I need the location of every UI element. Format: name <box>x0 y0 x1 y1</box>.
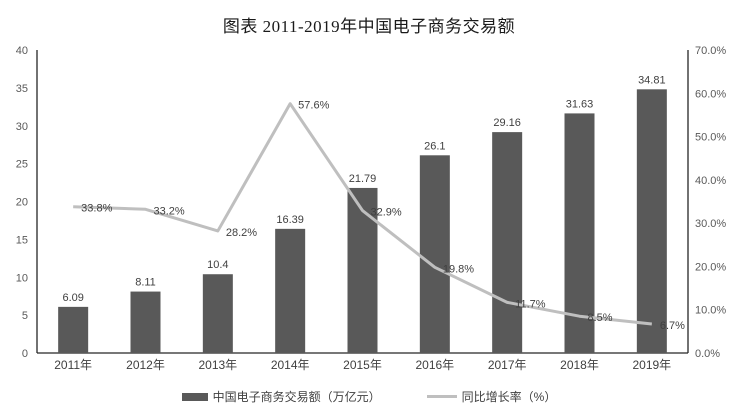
x-axis-label: 2015年 <box>343 358 382 372</box>
bar-2012年 <box>130 291 161 353</box>
bar-value-label: 6.09 <box>62 292 83 304</box>
x-axis-label: 2017年 <box>488 358 527 372</box>
bar-2014年 <box>275 228 306 353</box>
growth-rate-label: 33.8% <box>81 203 112 215</box>
bar-value-label: 34.81 <box>638 74 666 86</box>
bar-2011年 <box>58 306 89 353</box>
bar-value-label: 10.4 <box>207 259 228 271</box>
left-axis-tick: 20 <box>16 197 28 209</box>
x-axis-label: 2012年 <box>126 358 165 372</box>
bar-value-label: 8.11 <box>135 277 156 289</box>
right-axis-tick: 40.0% <box>695 175 726 187</box>
growth-rate-label: 11.7% <box>515 298 546 310</box>
bar-2015年 <box>347 187 378 353</box>
right-axis-tick: 10.0% <box>695 305 726 317</box>
left-axis-tick: 15 <box>16 234 28 246</box>
bar-series-label: 中国电子商务交易额（万亿元） <box>212 390 381 404</box>
growth-rate-label: 57.6% <box>298 100 329 112</box>
bar-value-label: 31.63 <box>566 98 594 110</box>
right-axis-tick: 20.0% <box>695 261 726 273</box>
legend-item-bar: 中国电子商务交易额（万亿元） <box>181 388 381 405</box>
x-axis-label: 2011年 <box>54 358 92 372</box>
chart-title: 图表 2011-2019年中国电子商务交易额 <box>222 17 516 36</box>
growth-rate-label: 6.7% <box>660 320 685 332</box>
right-axis-tick: 60.0% <box>695 88 726 100</box>
x-axis-label: 2018年 <box>560 358 599 372</box>
growth-rate-label: 33.2% <box>154 205 185 217</box>
x-axis-label: 2014年 <box>271 358 310 372</box>
x-axis-label: 2013年 <box>198 358 237 372</box>
line-series-label: 同比增长率（%） <box>461 390 557 404</box>
bar-value-label: 29.16 <box>493 117 521 129</box>
bar-value-label: 26.1 <box>424 140 445 152</box>
left-axis-tick: 30 <box>16 121 28 133</box>
left-axis-tick: 0 <box>22 348 28 360</box>
line-series-swatch <box>426 395 457 398</box>
left-axis-tick: 10 <box>16 272 28 284</box>
left-axis-tick: 35 <box>16 83 28 95</box>
bar-series-swatch <box>181 392 208 401</box>
chart-plot-area: 0 5 10 15 20 25 30 35 40 0.0% 10.0% 20.0% 30.0% 40.0%… <box>16 45 727 372</box>
left-axis-tick: 40 <box>16 45 28 57</box>
growth-rate-line <box>73 102 652 326</box>
growth-rate-label: 32.9% <box>371 207 402 219</box>
bar-2016年 <box>419 155 450 353</box>
growth-rate-label: 8.5% <box>588 312 613 324</box>
right-axis-tick: 50.0% <box>695 132 726 144</box>
legend: 中国电子商务交易额（万亿元） 同比增长率（%） <box>0 388 738 405</box>
right-axis-tick: 30.0% <box>695 218 726 230</box>
left-axis-tick: 5 <box>22 310 28 322</box>
right-axis-tick: 70.0% <box>695 45 726 57</box>
bar-2017年 <box>492 132 523 353</box>
legend-item-line: 同比增长率（%） <box>426 388 557 405</box>
growth-rate-label: 28.2% <box>226 227 257 239</box>
x-axis-label: 2016年 <box>415 358 454 372</box>
x-axis-label: 2019年 <box>632 358 671 372</box>
right-axis-tick: 0.0% <box>695 348 720 360</box>
bar-2013年 <box>202 274 233 353</box>
bar-2019年 <box>636 89 667 354</box>
bar-value-label: 21.79 <box>349 173 377 185</box>
growth-rate-label: 19.8% <box>443 263 474 275</box>
bar-value-label: 16.39 <box>276 214 304 226</box>
left-axis-tick: 25 <box>16 159 28 171</box>
